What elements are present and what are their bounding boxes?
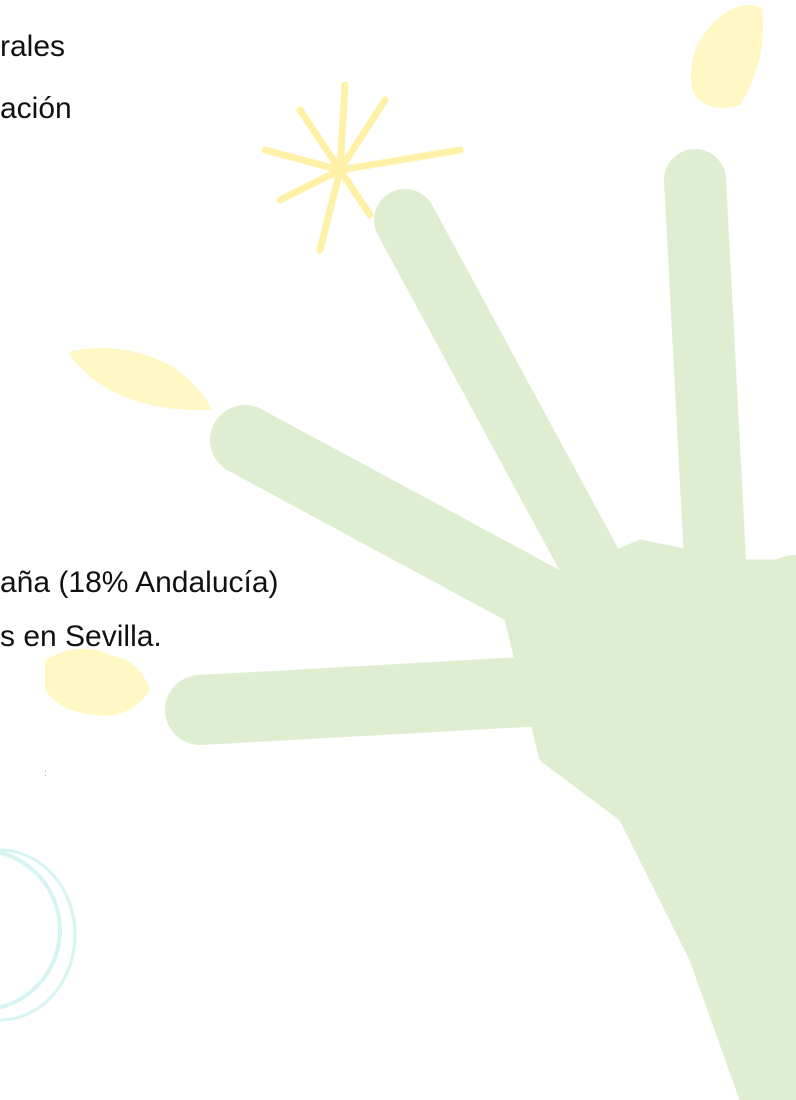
text-line: rales <box>0 30 65 64</box>
slide: rales ación aña (18% Andalucía) s en Sev… <box>0 0 796 1100</box>
decoration <box>0 0 796 1100</box>
text-line: aña (18% Andalucía) <box>0 566 279 600</box>
text-line: ación <box>0 92 72 126</box>
mark: : <box>44 768 47 779</box>
text-line: s en Sevilla. <box>0 620 162 654</box>
hand <box>200 180 796 1100</box>
